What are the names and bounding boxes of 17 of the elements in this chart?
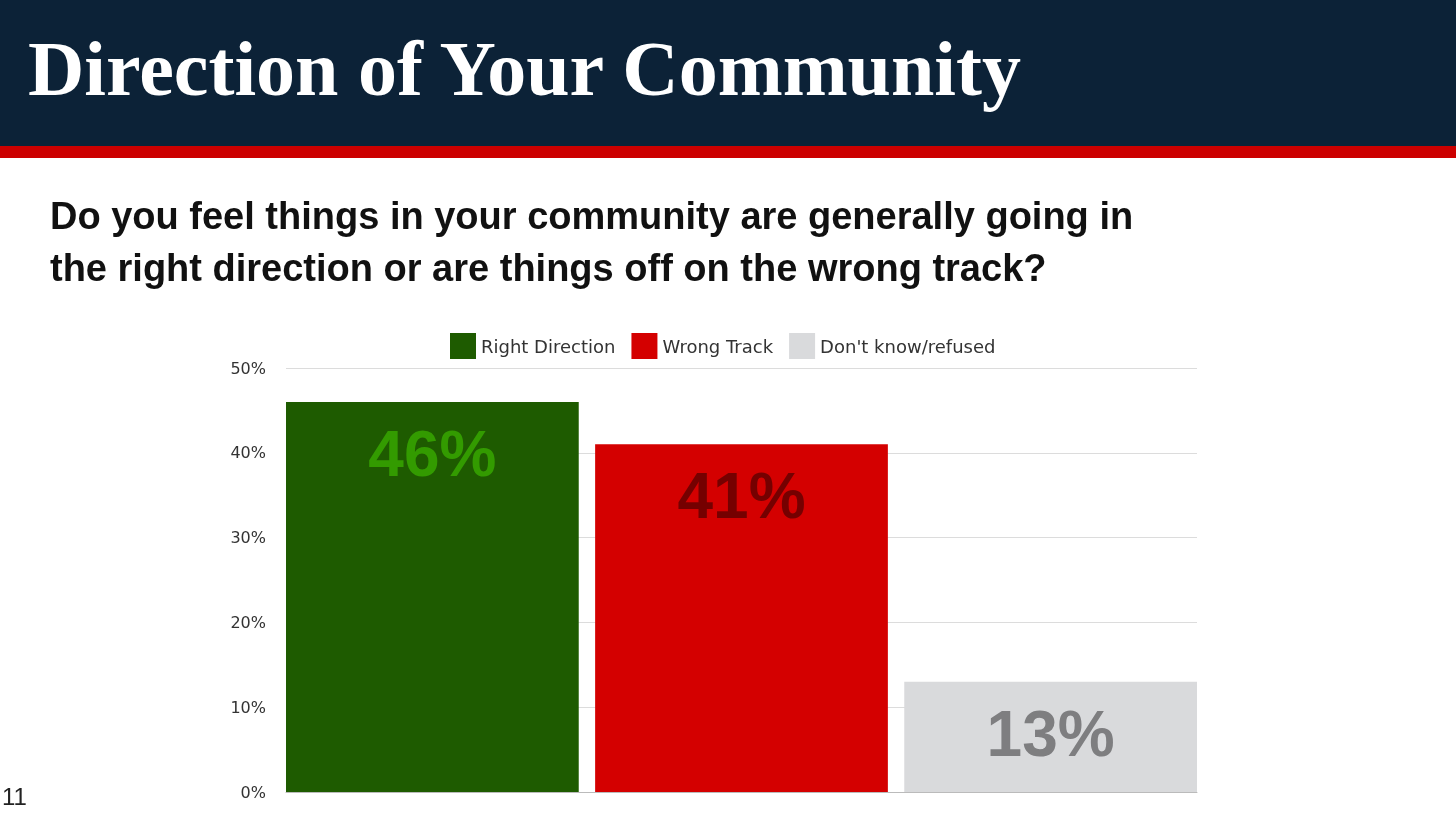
bar bbox=[286, 401, 579, 792]
legend-label: Right Direction bbox=[481, 335, 616, 357]
chart-subtitle: Do you feel things in your community are generally going in the right direction or are things off on the wrong track? bbox=[50, 194, 1135, 291]
legend-label: Don't know/refused bbox=[820, 335, 996, 357]
legend-label: Wrong Track bbox=[662, 335, 774, 357]
y-tick-label: 30% bbox=[230, 528, 266, 548]
data-label: 46% bbox=[368, 417, 497, 490]
y-tick-label: 40% bbox=[230, 443, 266, 463]
bar bbox=[595, 444, 888, 792]
chart-title: Direction of Your Community bbox=[28, 24, 1022, 114]
data-label: 13% bbox=[986, 697, 1115, 770]
y-tick-label: 20% bbox=[230, 612, 266, 632]
text: 11 bbox=[2, 783, 27, 811]
y-tick-label: 50% bbox=[230, 358, 266, 378]
y-tick-label: 0% bbox=[240, 782, 266, 802]
data-label: 41% bbox=[677, 460, 806, 533]
y-tick-label: 10% bbox=[230, 697, 266, 717]
